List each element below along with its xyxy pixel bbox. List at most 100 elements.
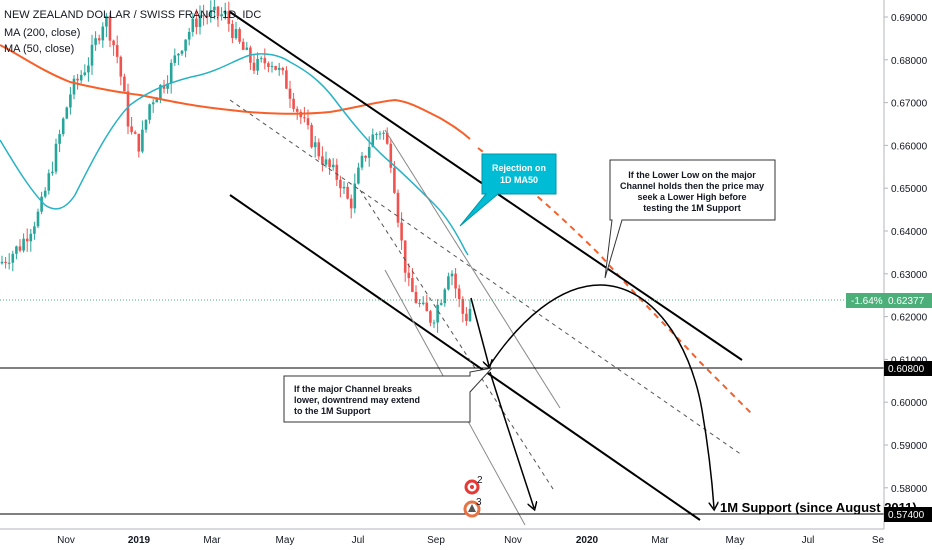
candle-body: [216, 6, 220, 17]
candle-body: [58, 134, 61, 144]
candle-body: [357, 167, 360, 184]
x-tick-label: Nov: [504, 535, 522, 546]
ma50-line: [0, 53, 469, 256]
candle-body: [385, 132, 389, 144]
candle-body: [108, 15, 112, 41]
candle-body: [241, 41, 245, 50]
arrow-breakdown: [489, 371, 534, 508]
channel-lower: [229, 194, 701, 521]
candle-body: [367, 146, 371, 158]
candle-body: [177, 53, 180, 56]
candle-body: [310, 125, 313, 148]
candle-body: [292, 98, 295, 109]
candle-body: [223, 11, 227, 15]
candle-body: [51, 171, 54, 174]
candle-body: [414, 291, 418, 304]
x-tick-label: May: [276, 535, 295, 546]
y-tick-label: 0.63000: [891, 270, 928, 281]
candle-body: [324, 159, 328, 165]
candle-body: [40, 196, 43, 212]
candle-body: [393, 167, 396, 193]
candle-body: [378, 133, 382, 135]
candle-body: [331, 164, 335, 168]
candle-body: [400, 222, 403, 241]
candle-body: [346, 186, 349, 199]
y-tick-label: 0.69000: [891, 13, 928, 24]
candle-body: [159, 85, 162, 99]
candle-body: [76, 78, 79, 81]
candle-body: [4, 261, 7, 263]
candle-body: [202, 15, 205, 17]
candle-body: [267, 63, 270, 67]
level-tag-0608-text: 0.60800: [888, 364, 925, 375]
rejection-line-1: Rejection on: [492, 163, 546, 173]
y-tick-label: 0.66000: [891, 141, 928, 152]
candle-body: [112, 40, 115, 46]
candle-body: [191, 18, 195, 32]
candle-body: [295, 108, 299, 112]
candle-body: [36, 211, 40, 227]
candle-body: [234, 29, 238, 39]
candle-body: [43, 190, 47, 197]
y-tick-label: 0.60000: [891, 398, 928, 409]
candle-body: [461, 298, 465, 314]
event-icon-3[interactable]: 3: [463, 497, 482, 518]
candle-body: [339, 179, 342, 189]
arrow-short: [470, 297, 489, 366]
candle-body: [360, 155, 364, 168]
candle-body: [342, 186, 346, 189]
candle-body: [205, 15, 209, 17]
event-icon-2[interactable]: 2: [464, 475, 483, 495]
y-tick-label: 0.64000: [891, 227, 928, 238]
symbol-title: NEW ZEALAND DOLLAR / SWISS FRANC, 1D, ID…: [4, 9, 261, 21]
candle-body: [69, 94, 72, 108]
candle-body: [184, 39, 187, 51]
candle-body: [83, 72, 87, 75]
candle-body: [285, 70, 288, 89]
candle-body: [47, 173, 51, 191]
y-tick-label: 0.61000: [891, 355, 928, 366]
legend-ma50: MA (50, close): [4, 43, 74, 55]
y-tick-label: 0.65000: [891, 184, 928, 195]
lower-high-line-4: testing the 1M Support: [643, 203, 741, 213]
candle-body: [198, 15, 202, 28]
callout-channel-break: If the major Channel breaks lower, downt…: [283, 367, 494, 423]
level-tag-0574: 0.57400: [884, 507, 932, 522]
candle-body: [90, 44, 94, 66]
candle-body: [97, 38, 101, 41]
candle-body: [382, 132, 385, 134]
callout-rejection: Rejection on 1D MA50: [459, 153, 557, 227]
candle-body: [321, 156, 324, 165]
candle-body: [371, 134, 375, 147]
ma200-line: [0, 44, 471, 140]
candle-body: [29, 233, 33, 242]
rejection-line-2: 1D MA50: [500, 175, 538, 185]
candle-body: [7, 262, 11, 264]
y-tick-label: 0.58000: [891, 484, 928, 495]
candle-body: [457, 288, 461, 299]
candle-body: [195, 18, 198, 28]
candle-body: [15, 246, 18, 254]
candle-body: [94, 38, 97, 45]
lower-high-line-2: Channel holds then the price may: [620, 181, 764, 191]
candle-body: [11, 253, 15, 263]
candle-body: [281, 67, 285, 71]
candle-body: [209, 10, 213, 17]
candle-body: [349, 198, 353, 209]
candle-body: [162, 85, 166, 89]
candle-body: [277, 67, 281, 70]
candle-body: [328, 159, 331, 168]
candle-body: [443, 289, 447, 304]
candle-body: [180, 50, 184, 54]
x-tick-label: May: [726, 535, 745, 546]
candle-body: [169, 62, 173, 84]
x-tick-label: 2020: [576, 535, 599, 546]
candle-body: [468, 308, 472, 321]
x-tick-label: Mar: [203, 535, 221, 546]
current-price-change: -1.64%: [851, 296, 883, 307]
candle-body: [259, 58, 263, 60]
candle-body: [105, 15, 108, 27]
candle-body: [270, 66, 274, 68]
